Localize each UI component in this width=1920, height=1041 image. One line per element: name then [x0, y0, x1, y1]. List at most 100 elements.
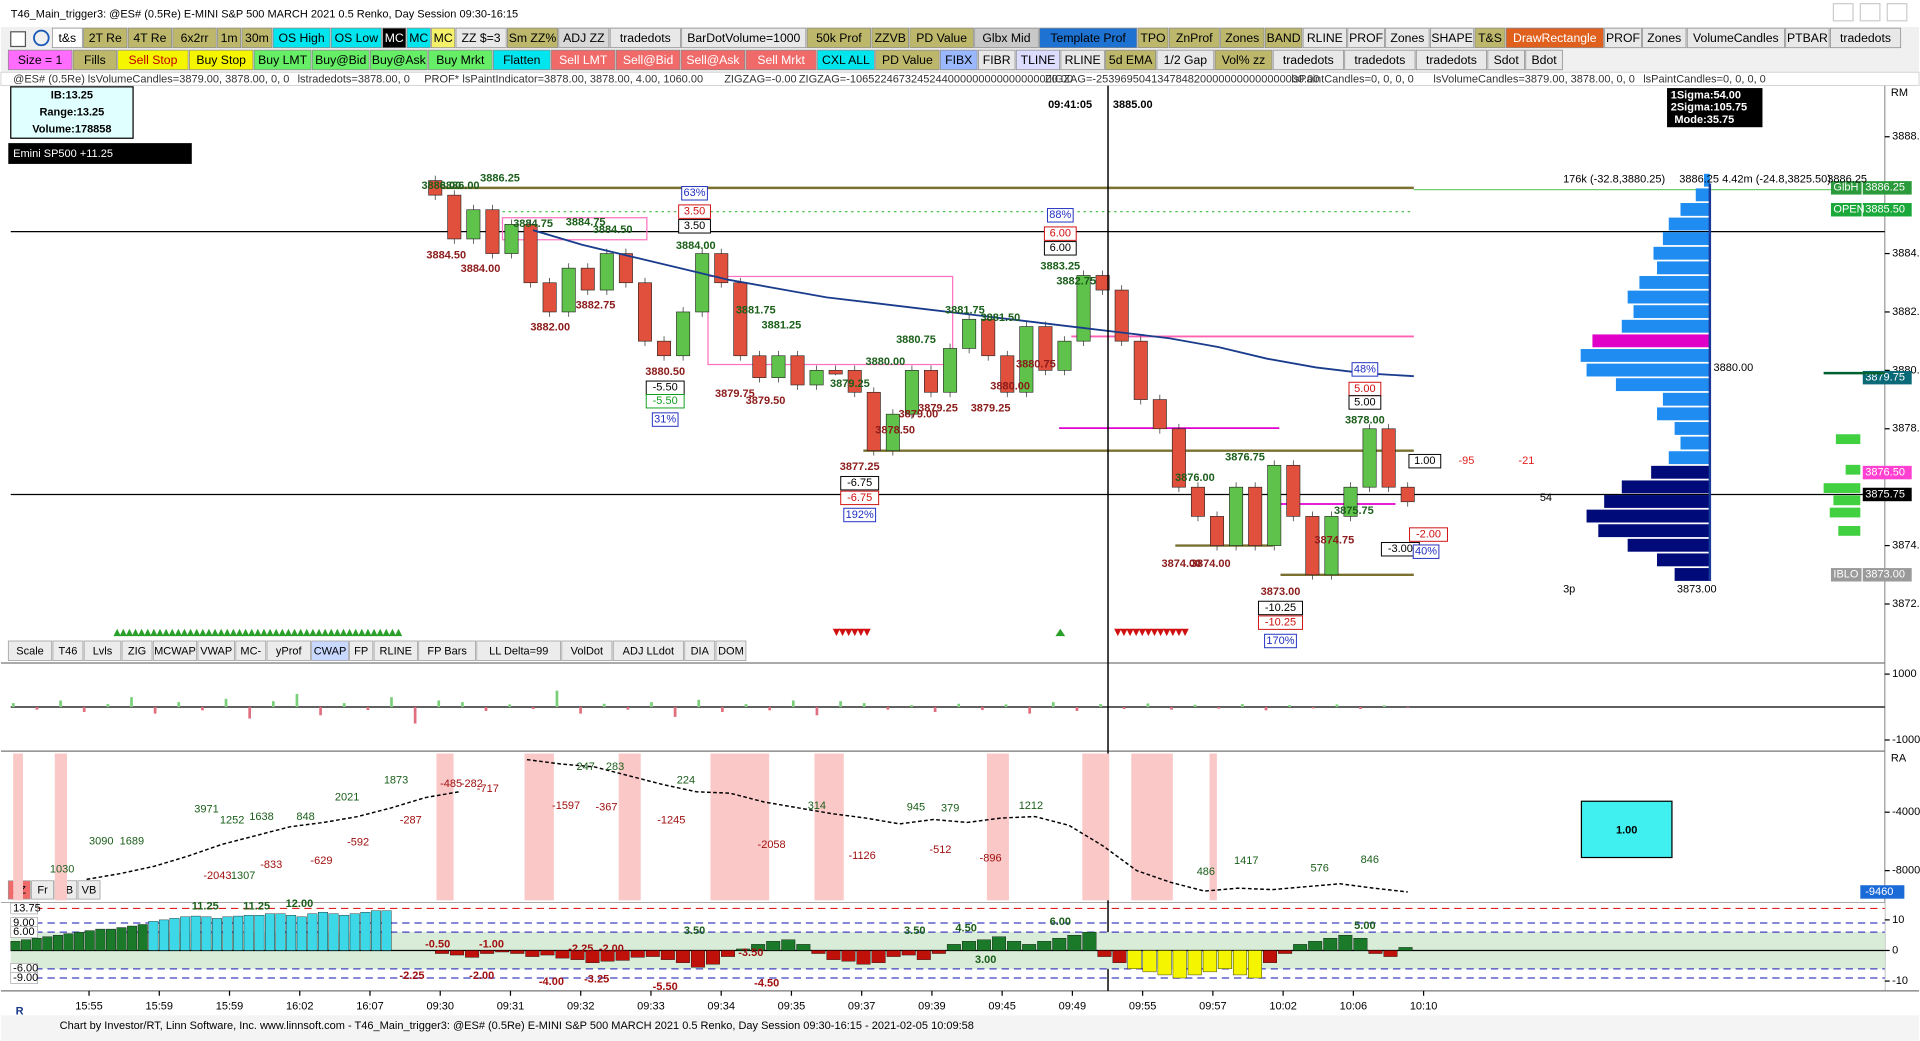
- button-label[interactable]: CXL ALL: [822, 53, 870, 67]
- toolbar-button[interactable]: Flatten: [492, 49, 551, 71]
- toolbar-button[interactable]: tradedots: [1344, 49, 1416, 71]
- toolbar-button[interactable]: Sdot: [1487, 49, 1525, 71]
- toolbar-button[interactable]: Buy Mrkt: [428, 49, 493, 71]
- button-label[interactable]: Flatten: [503, 53, 540, 67]
- toolbar-button[interactable]: t&s: [51, 27, 83, 49]
- button-label[interactable]: VolumeCandles: [1693, 31, 1779, 45]
- button-label[interactable]: SHAPE: [1431, 31, 1472, 45]
- button-label[interactable]: Buy Mrkt: [436, 53, 485, 67]
- button-label[interactable]: MC: [409, 31, 428, 45]
- button-label[interactable]: BAND: [1267, 31, 1301, 45]
- panel-button[interactable]: [266, 640, 311, 661]
- button-label[interactable]: Vol% zz: [1222, 53, 1265, 67]
- toolbar-button[interactable]: Sell@Ask: [680, 49, 746, 71]
- toolbar-button[interactable]: VolumeCandles: [1686, 27, 1785, 49]
- toolbar-button[interactable]: 6x2rr: [172, 27, 217, 49]
- toolbar-button[interactable]: PD Value: [875, 49, 940, 71]
- toolbar-button[interactable]: 30m: [241, 27, 273, 49]
- button-label[interactable]: Zones: [1647, 31, 1681, 45]
- button-label[interactable]: ZZVB: [875, 31, 906, 45]
- toolbar-button[interactable]: Sell LMT: [551, 49, 616, 71]
- button-label[interactable]: RLINE: [1065, 53, 1101, 67]
- button-label[interactable]: Fills: [84, 53, 106, 67]
- toolbar-button[interactable]: Buy Stop: [188, 49, 254, 71]
- window-button[interactable]: [1886, 3, 1908, 22]
- button-label[interactable]: PROF: [1349, 31, 1383, 45]
- button-label[interactable]: tradedots: [1840, 31, 1891, 45]
- button-label[interactable]: TLINE: [1021, 53, 1056, 67]
- toolbar-button[interactable]: 2T Re: [83, 27, 128, 49]
- toolbar-button[interactable]: FIBR: [977, 49, 1016, 71]
- panel-button[interactable]: [121, 640, 153, 661]
- panel-button[interactable]: [476, 640, 561, 661]
- button-label[interactable]: RLINE: [1307, 31, 1343, 45]
- toolbar-button[interactable]: Template Prof: [1039, 27, 1138, 49]
- button-label[interactable]: tradedots: [1426, 53, 1477, 67]
- button-label[interactable]: tradedots: [1354, 53, 1405, 67]
- button-label[interactable]: MC: [385, 31, 404, 45]
- button-label[interactable]: Sell@Ask: [686, 53, 740, 67]
- button-label[interactable]: Sell Mrkt: [757, 53, 805, 67]
- button-label[interactable]: 1/2 Gap: [1164, 53, 1208, 67]
- button-label[interactable]: tradedots: [1283, 53, 1334, 67]
- toolbar-button[interactable]: TPO: [1137, 27, 1169, 49]
- toolbar-button[interactable]: PTBAR: [1785, 27, 1830, 49]
- panel-button[interactable]: [83, 640, 122, 661]
- toolbar-button[interactable]: ZZVB: [871, 27, 909, 49]
- panel-button[interactable]: [197, 640, 235, 661]
- toolbar-button[interactable]: Glbx Mid: [974, 27, 1039, 49]
- button-label[interactable]: 50k Prof: [816, 31, 862, 45]
- toolbar-button[interactable]: ZZ $=3: [455, 27, 507, 49]
- button-label[interactable]: t&s: [58, 31, 76, 45]
- toolbar-button[interactable]: tradedots: [609, 27, 681, 49]
- toolbar-button[interactable]: Buy@Ask: [370, 49, 428, 71]
- panel-button[interactable]: [235, 640, 267, 661]
- button-label[interactable]: Buy Stop: [196, 53, 246, 67]
- button-label[interactable]: Glbx Mid: [982, 31, 1030, 45]
- button-label[interactable]: TPO: [1140, 31, 1165, 45]
- toolbar-button[interactable]: Buy@Bid: [311, 49, 370, 71]
- button-label[interactable]: 30m: [245, 31, 269, 45]
- button-label[interactable]: ZnProf: [1176, 31, 1213, 45]
- button-label[interactable]: 2T Re: [89, 31, 122, 45]
- toolbar-button[interactable]: T&S: [1474, 27, 1506, 49]
- toolbar-button[interactable]: ZnProf: [1168, 27, 1220, 49]
- toolbar-button[interactable]: 1/2 Gap: [1156, 49, 1215, 71]
- toolbar-button[interactable]: Zones: [1642, 27, 1687, 49]
- toolbar-button[interactable]: 50k Prof: [806, 27, 872, 49]
- toolbar-button[interactable]: Sell@Bid: [615, 49, 681, 71]
- button-label[interactable]: Template Prof: [1050, 31, 1126, 45]
- toolbar-button[interactable]: TLINE: [1015, 49, 1061, 71]
- toolbar-button[interactable]: 4T Re: [127, 27, 172, 49]
- toolbar-button[interactable]: FIBX: [940, 49, 978, 71]
- panel-button[interactable]: [349, 640, 374, 661]
- button-label[interactable]: PD Value: [882, 53, 933, 67]
- button-label[interactable]: 5d EMA: [1109, 53, 1153, 67]
- toolbar-button[interactable]: PD Value: [909, 27, 974, 49]
- button-label[interactable]: FIBX: [945, 53, 972, 67]
- toolbar-button[interactable]: tradedots: [1272, 49, 1344, 71]
- toolbar-button[interactable]: PROF: [1347, 27, 1385, 49]
- button-label[interactable]: ADJ ZZ: [563, 31, 605, 45]
- toolbar-button[interactable]: BAND: [1264, 27, 1303, 49]
- panel-button[interactable]: [311, 640, 349, 661]
- toolbar-button[interactable]: Bdot: [1525, 49, 1563, 71]
- toolbar-button[interactable]: MC: [431, 27, 456, 49]
- button-label[interactable]: FIBR: [983, 53, 1011, 67]
- button-label[interactable]: OS Low: [335, 31, 379, 45]
- panel-button[interactable]: [418, 640, 476, 661]
- icon-clock[interactable]: [10, 31, 27, 48]
- button-label[interactable]: Zones: [1225, 31, 1259, 45]
- toolbar-button[interactable]: PROF: [1604, 27, 1642, 49]
- toolbar-button[interactable]: RLINE: [1060, 49, 1105, 71]
- button-label[interactable]: 4T Re: [133, 31, 166, 45]
- toolbar-button[interactable]: Sm ZZ%: [507, 27, 558, 49]
- toolbar-button[interactable]: 5d EMA: [1105, 49, 1157, 71]
- button-label[interactable]: PD Value: [916, 31, 967, 45]
- toolbar-button[interactable]: RLINE: [1302, 27, 1347, 49]
- toolbar-button[interactable]: MC: [406, 27, 431, 49]
- button-label[interactable]: OS High: [278, 31, 324, 45]
- toolbar-button[interactable]: 1m: [217, 27, 242, 49]
- panel-button[interactable]: [715, 640, 747, 661]
- panel-button[interactable]: [152, 640, 198, 661]
